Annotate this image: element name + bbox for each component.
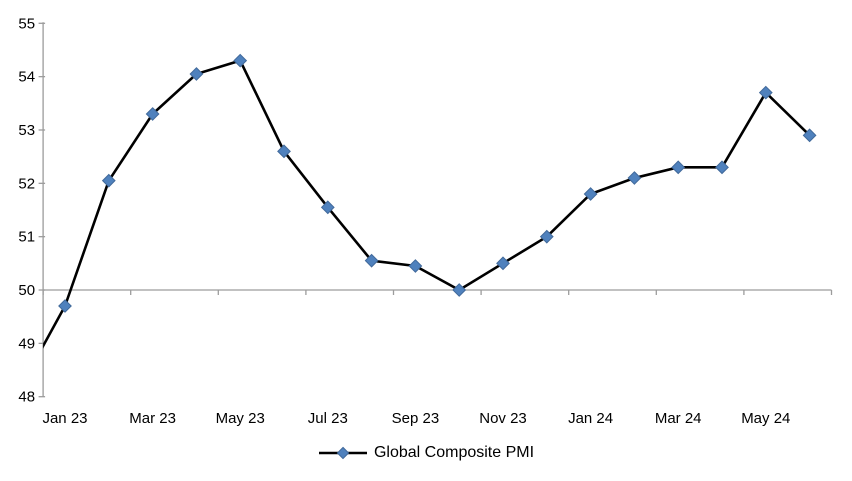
svg-text:53: 53 — [18, 122, 35, 139]
x-axis — [42, 289, 833, 296]
svg-text:Jan 24: Jan 24 — [568, 410, 613, 427]
y-tick-labels: 48 49 50 51 52 53 54 55 — [18, 15, 35, 405]
svg-text:52: 52 — [18, 175, 35, 192]
svg-text:55: 55 — [18, 15, 35, 32]
svg-text:51: 51 — [18, 229, 35, 246]
svg-text:May 23: May 23 — [216, 410, 265, 427]
svg-text:Sep 23: Sep 23 — [392, 410, 440, 427]
svg-text:54: 54 — [18, 69, 35, 86]
svg-text:May 24: May 24 — [741, 410, 790, 427]
svg-text:Jan 23: Jan 23 — [42, 410, 87, 427]
y-axis — [38, 22, 46, 398]
svg-text:49: 49 — [18, 335, 35, 352]
pmi-series-line — [43, 59, 811, 349]
svg-text:50: 50 — [18, 282, 35, 299]
svg-text:48: 48 — [18, 389, 35, 406]
svg-text:Jul 23: Jul 23 — [308, 410, 348, 427]
legend-line-marker-icon — [318, 446, 367, 460]
svg-text:Mar 24: Mar 24 — [655, 410, 702, 427]
x-tick-labels: Jan 23 Mar 23 May 23 Jul 23 Sep 23 Nov 23 Jan … — [42, 410, 790, 427]
legend: Global Composite PMI — [0, 441, 852, 465]
legend-label: Global Composite PMI — [373, 444, 535, 461]
svg-text:Mar 23: Mar 23 — [129, 410, 176, 427]
pmi-series-markers — [58, 53, 817, 313]
svg-text:Nov 23: Nov 23 — [479, 410, 527, 427]
